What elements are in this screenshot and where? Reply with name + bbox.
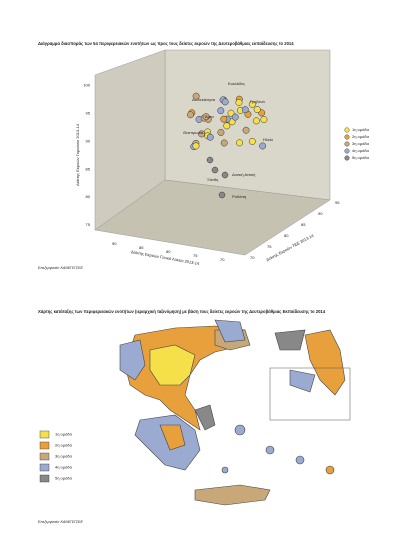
- figure2-source: Επεξεργασία: ΚΑΝΕΠ/ΓΣΕΕ: [38, 520, 83, 524]
- point: [253, 106, 261, 113]
- point: [217, 129, 225, 136]
- tick-label: 80: [86, 194, 91, 199]
- legend-swatch: [39, 441, 50, 450]
- point: [252, 117, 260, 125]
- tick-label: 95: [86, 110, 91, 115]
- tick-label: 70: [220, 257, 225, 262]
- map: [119, 319, 351, 506]
- point: [206, 156, 214, 164]
- tick-label: 85: [301, 222, 306, 227]
- point: [223, 122, 231, 130]
- point: [227, 109, 235, 117]
- point-label: Δωδεκάνησα: [192, 97, 216, 102]
- floor: [94, 179, 331, 256]
- legend-swatch: [39, 463, 50, 472]
- tick-label: 90: [112, 241, 117, 246]
- figure1-labels: Κυκλάδες Δωδεκάνησα Άρτα Γρεβενά Θεσπρωτία Ηλ…: [83, 81, 369, 262]
- point: [235, 99, 243, 106]
- point: [241, 106, 249, 114]
- tick-label: 95: [335, 200, 340, 205]
- point: [192, 142, 200, 150]
- point-label: Άρτα: [205, 114, 214, 119]
- point: [231, 113, 239, 121]
- point-label: Κυκλάδες: [228, 81, 245, 86]
- legend-swatch: [344, 134, 350, 140]
- tick-label: 70: [250, 255, 255, 260]
- tick-label: 90: [86, 138, 91, 143]
- legend-label: 5η ομάδα: [352, 155, 370, 160]
- point: [221, 171, 229, 179]
- figure2-title: Χάρτης κατάταξης των περιφερειακών ενοτή…: [38, 309, 326, 314]
- point: [220, 115, 228, 123]
- tick-label: 75: [86, 222, 91, 227]
- figure1-title: Διάγραμμα διασποράς των 54 περιφερειακών…: [38, 41, 294, 46]
- legend-label: 3η ομάδα: [352, 141, 370, 146]
- point-label: Ηλεία: [263, 137, 274, 142]
- legend-label: 2η ομάδα: [352, 134, 370, 139]
- legend-label: 2η ομάδα: [55, 443, 73, 448]
- legend-label: 5η ομάδα: [55, 476, 73, 481]
- legend-swatch: [344, 141, 350, 147]
- point: [206, 133, 214, 141]
- figure1-source: Επεξεργασία: ΚΑΝΕΠ/ΓΣΕΕ: [38, 266, 83, 270]
- point: [242, 126, 250, 134]
- back-wall: [164, 49, 331, 201]
- point-label: Γρεβενά: [250, 99, 265, 104]
- point: [187, 111, 194, 119]
- legend-label: 4η ομάδα: [55, 465, 73, 470]
- legend-swatch: [344, 148, 350, 154]
- tick-label: 100: [83, 83, 90, 88]
- point-label: Ροδόπη: [232, 194, 246, 199]
- tick-label: 80: [166, 249, 171, 254]
- tick-label: 85: [139, 245, 144, 250]
- point: [202, 113, 210, 121]
- legend-swatch: [39, 474, 50, 483]
- legend-swatch: [39, 430, 50, 439]
- point: [192, 92, 200, 100]
- point: [248, 137, 256, 145]
- point-label: Ξάνθη: [207, 177, 218, 182]
- tick-label: 75: [193, 253, 198, 258]
- tick-label: 80: [284, 233, 289, 238]
- point: [260, 116, 268, 123]
- point-label: Δυτική Αττική: [232, 172, 255, 177]
- point: [248, 100, 256, 108]
- tick-label: 85: [86, 166, 91, 171]
- point: [259, 142, 267, 150]
- tick-label: 90: [318, 211, 323, 216]
- point: [211, 166, 219, 174]
- legend-swatch: [39, 452, 50, 461]
- scatter-points: [187, 92, 268, 199]
- legend-swatch: [344, 155, 350, 161]
- legend-label: 1η ομάδα: [352, 127, 370, 132]
- point: [236, 139, 243, 147]
- tick-label: 75: [267, 244, 272, 249]
- point-label: Θεσπρωτία: [183, 130, 204, 135]
- legend-label: 1η ομάδα: [55, 432, 73, 437]
- figure2-legend: 1η ομάδα 2η ομάδα 3η ομάδα 4η ομάδα 5η ομάδα: [39, 430, 73, 483]
- point: [220, 139, 228, 147]
- point: [218, 191, 226, 199]
- point: [221, 98, 229, 106]
- legend-label: 4η ομάδα: [352, 148, 370, 153]
- point: [198, 130, 206, 138]
- legend-label: 3η ομάδα: [55, 454, 73, 459]
- legend-swatch: [344, 127, 350, 133]
- point: [217, 107, 225, 115]
- vertical-axis-label: Δείκτης Εκροών Γυμνάσιο 2013-14: [75, 123, 80, 186]
